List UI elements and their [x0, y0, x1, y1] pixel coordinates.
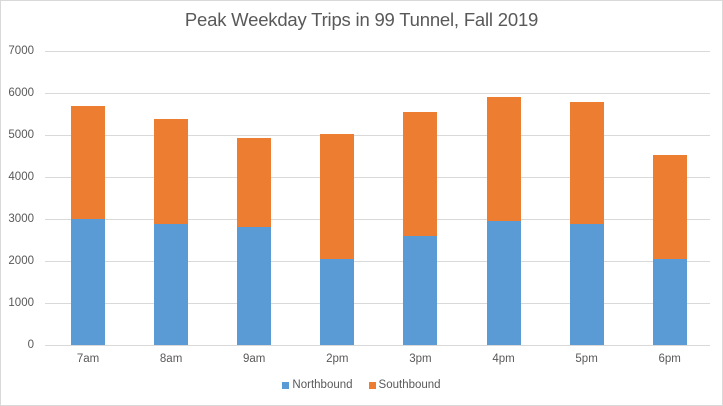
gridline: [45, 219, 710, 220]
bar-segment-southbound: [154, 118, 189, 225]
legend-label: Northbound: [292, 379, 353, 391]
y-tick-label: 3000: [8, 213, 34, 225]
gridline: [45, 135, 710, 136]
y-tick-label: 5000: [8, 129, 34, 141]
chart-title: Peak Weekday Trips in 99 Tunnel, Fall 20…: [184, 9, 539, 30]
y-tick-label: 6000: [8, 87, 34, 99]
bar-segment-northbound: [71, 218, 105, 345]
y-tick-label: 7000: [8, 45, 34, 57]
x-tick-label: 2pm: [326, 353, 349, 365]
x-tick-label: 4pm: [492, 353, 515, 365]
x-tick-label: 6pm: [658, 353, 681, 365]
bar-segment-northbound: [403, 235, 438, 345]
bar-segment-northbound: [486, 221, 521, 345]
bar-segment-northbound: [320, 258, 355, 345]
x-tick-label: 5pm: [575, 353, 598, 365]
bar-segment-northbound: [569, 224, 604, 345]
bar-segment-southbound: [569, 101, 604, 225]
legend-item-southbound: Southbound: [368, 379, 441, 391]
bar-6pm: [652, 155, 687, 345]
southbound-swatch: [368, 381, 376, 389]
gridline: [45, 261, 710, 262]
y-tick-label: 0: [27, 339, 34, 351]
bar-segment-southbound: [237, 137, 272, 227]
gridline: [45, 303, 710, 304]
bar-segment-northbound: [154, 224, 189, 345]
bar-3pm: [403, 111, 438, 345]
bar-segment-southbound: [486, 97, 521, 222]
northbound-swatch: [282, 381, 290, 389]
y-tick-label: 1000: [8, 297, 34, 309]
bar-7am: [71, 106, 105, 345]
x-tick-label: 3pm: [409, 353, 432, 365]
gridline: [45, 93, 710, 94]
bar-4pm: [486, 97, 521, 345]
legend-item-northbound: Northbound: [282, 379, 353, 391]
x-tick-label: 9am: [243, 353, 266, 365]
bar-segment-southbound: [652, 155, 687, 259]
bar-9am: [237, 137, 272, 345]
gridline: [45, 345, 710, 346]
y-tick-label: 4000: [8, 171, 34, 183]
bar-segment-southbound: [71, 106, 105, 219]
bar-5pm: [569, 101, 604, 345]
legend: Northbound Southbound: [1, 379, 722, 391]
gridline: [45, 51, 710, 52]
legend-label: Southbound: [378, 379, 441, 391]
y-tick-label: 2000: [8, 255, 34, 267]
gridline: [45, 177, 710, 178]
x-tick-label: 7am: [76, 353, 100, 365]
bar-segment-southbound: [320, 134, 355, 259]
x-tick-label: 8am: [159, 353, 183, 365]
bar-segment-northbound: [237, 226, 272, 345]
bar-2pm: [320, 134, 355, 345]
bar-segment-southbound: [403, 111, 438, 236]
bar-8am: [154, 118, 189, 345]
bar-segment-northbound: [652, 258, 687, 345]
